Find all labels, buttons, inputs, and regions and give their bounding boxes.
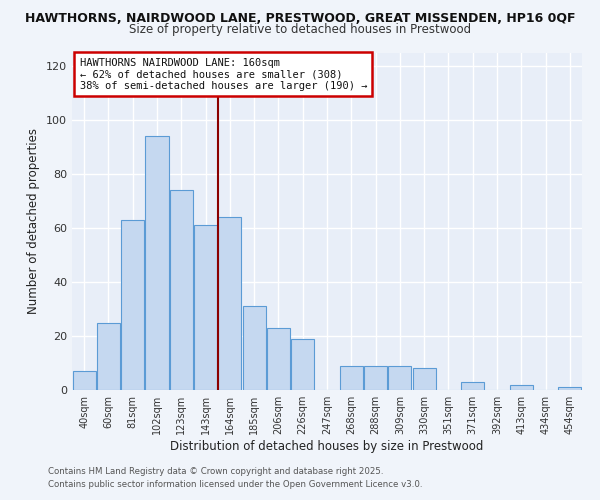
Text: HAWTHORNS NAIRDWOOD LANE: 160sqm
← 62% of detached houses are smaller (308)
38% : HAWTHORNS NAIRDWOOD LANE: 160sqm ← 62% o…: [80, 58, 367, 91]
Bar: [73, 371, 95, 390]
Bar: [510, 384, 533, 390]
Bar: [97, 322, 120, 390]
Bar: [194, 226, 217, 390]
Bar: [242, 306, 266, 390]
Bar: [291, 338, 314, 390]
Bar: [340, 366, 363, 390]
Bar: [461, 382, 484, 390]
Bar: [364, 366, 387, 390]
Bar: [388, 366, 412, 390]
X-axis label: Distribution of detached houses by size in Prestwood: Distribution of detached houses by size …: [170, 440, 484, 453]
Bar: [121, 220, 144, 390]
Text: Size of property relative to detached houses in Prestwood: Size of property relative to detached ho…: [129, 22, 471, 36]
Bar: [218, 217, 241, 390]
Bar: [413, 368, 436, 390]
Text: HAWTHORNS, NAIRDWOOD LANE, PRESTWOOD, GREAT MISSENDEN, HP16 0QF: HAWTHORNS, NAIRDWOOD LANE, PRESTWOOD, GR…: [25, 12, 575, 26]
Y-axis label: Number of detached properties: Number of detached properties: [28, 128, 40, 314]
Bar: [145, 136, 169, 390]
Bar: [267, 328, 290, 390]
Bar: [559, 388, 581, 390]
Bar: [170, 190, 193, 390]
Text: Contains HM Land Registry data © Crown copyright and database right 2025.
Contai: Contains HM Land Registry data © Crown c…: [48, 468, 422, 489]
